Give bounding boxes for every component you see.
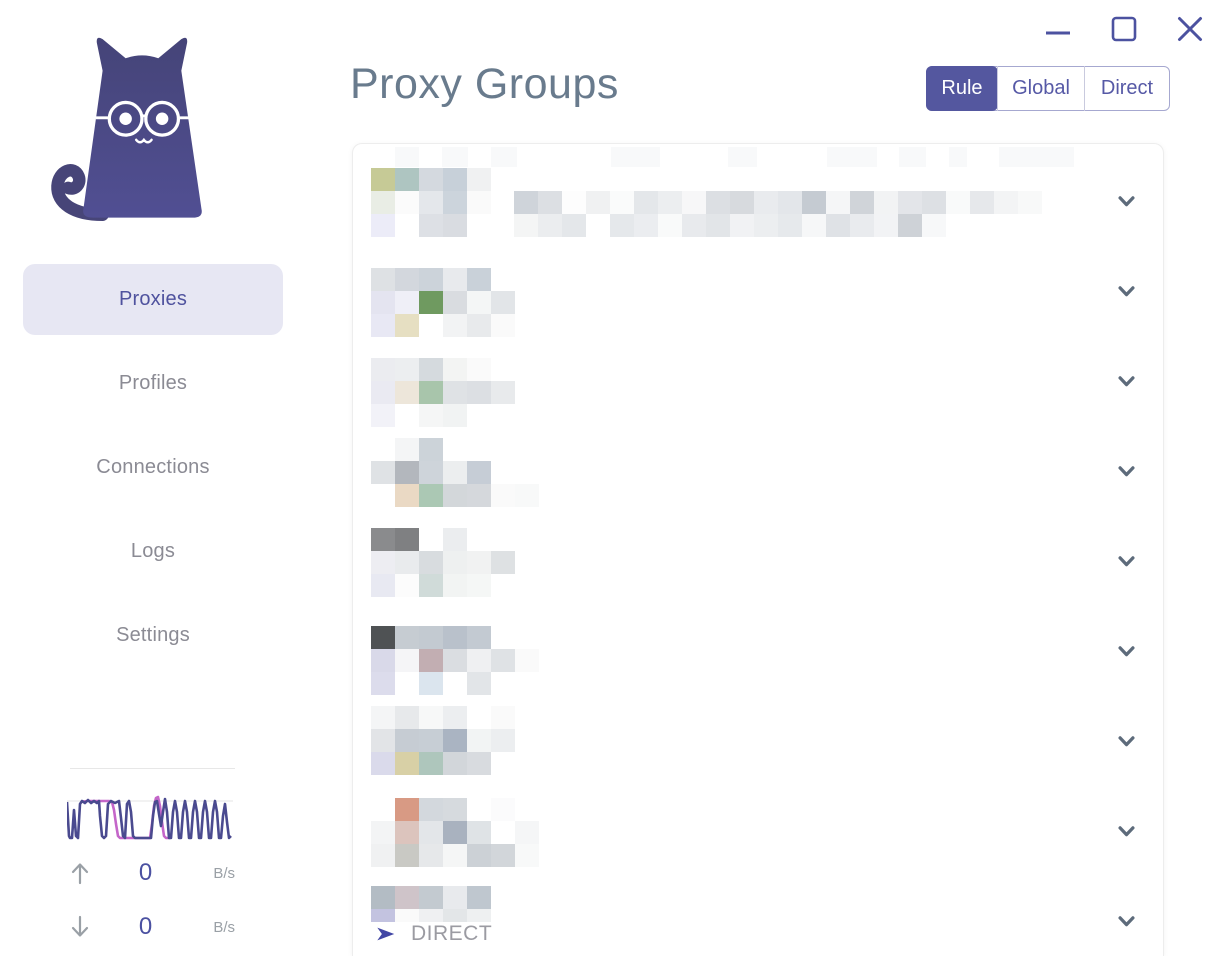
censored-tab-block: [491, 147, 517, 167]
cat-mouth: [134, 137, 153, 144]
censored-tab-block: [899, 147, 926, 167]
proxy-mode-toggle: Rule Global Direct: [926, 66, 1170, 111]
sidebar: Proxies Profiles Connections Logs Settin…: [0, 0, 305, 956]
chevron-down-icon[interactable]: [1113, 638, 1140, 670]
maximize-icon: [1111, 16, 1137, 42]
page-title: Proxy Groups: [350, 60, 619, 108]
upload-speed-value: 0: [138, 859, 153, 886]
chevron-down-icon[interactable]: [1113, 908, 1140, 940]
sidebar-item-connections[interactable]: Connections: [96, 456, 210, 478]
upload-speed-unit: B/s: [213, 864, 235, 882]
chevron-down-icon[interactable]: [1113, 728, 1140, 760]
traffic-upload-row: 0 B/s: [68, 858, 235, 888]
censored-tab-block: [442, 147, 468, 167]
traffic-divider: [70, 768, 235, 769]
proxy-groups-card: DIRECT: [352, 143, 1164, 956]
censored-tab-block: [827, 147, 877, 167]
chevron-down-icon[interactable]: [1113, 818, 1140, 850]
censored-tab-block: [728, 147, 757, 167]
proxy-item-label: DIRECT: [411, 922, 493, 945]
sidebar-nav: Proxies Profiles Connections Logs Settin…: [23, 264, 283, 684]
download-arrow-icon: [71, 915, 89, 937]
minimize-icon: [1046, 31, 1070, 35]
traffic-sparkline: [67, 795, 233, 840]
cat-tail: [51, 164, 109, 221]
censored-tab-block: [611, 147, 660, 167]
chevron-down-icon[interactable]: [1113, 548, 1140, 580]
censored-tab-block: [949, 147, 967, 167]
censored-tab-block: [999, 147, 1074, 167]
proxy-item-direct[interactable]: DIRECT: [375, 922, 492, 946]
clash-verge-cat-logo: [51, 37, 202, 221]
direct-arrow-icon: [377, 927, 395, 941]
close-icon: [1178, 17, 1202, 41]
sidebar-item-profiles[interactable]: Profiles: [118, 372, 188, 394]
download-speed-value: 0: [138, 913, 153, 940]
cat-body: [83, 37, 202, 218]
sidebar-item-logs[interactable]: Logs: [130, 540, 176, 562]
censored-tab-block: [395, 147, 419, 167]
close-button[interactable]: [1176, 14, 1204, 44]
minimize-button[interactable]: [1044, 14, 1072, 44]
sidebar-item-proxies[interactable]: Proxies: [23, 264, 283, 335]
upload-arrow-icon: [71, 863, 89, 885]
window-controls: [1044, 14, 1204, 44]
chevron-down-icon[interactable]: [1113, 278, 1140, 310]
download-speed-unit: B/s: [213, 918, 235, 936]
mode-global-button[interactable]: Global: [997, 66, 1084, 111]
mode-rule-button[interactable]: Rule: [926, 66, 998, 111]
traffic-download-row: 0 B/s: [68, 912, 235, 942]
mode-direct-button[interactable]: Direct: [1084, 66, 1169, 111]
chevron-down-icon[interactable]: [1113, 188, 1140, 220]
sidebar-item-settings[interactable]: Settings: [116, 624, 190, 646]
chevron-down-icon[interactable]: [1113, 458, 1140, 490]
maximize-button[interactable]: [1110, 14, 1138, 44]
chevron-down-icon[interactable]: [1113, 368, 1140, 400]
